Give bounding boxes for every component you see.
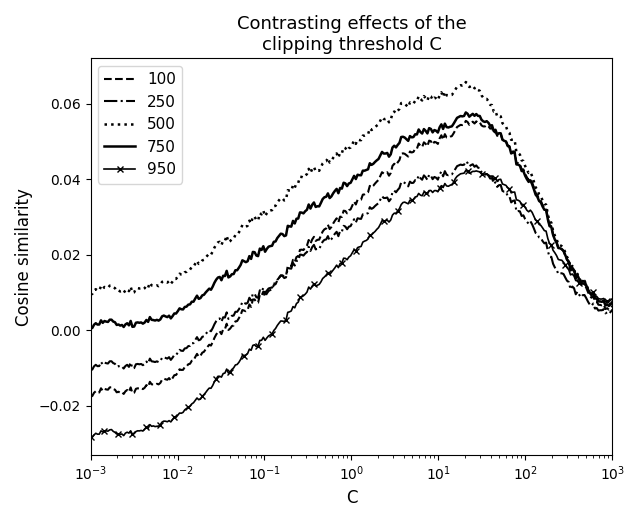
Line: 750: 750 <box>90 112 612 328</box>
250 <box>462 158 470 164</box>
100 <box>561 253 569 259</box>
Line: 950: 950 <box>88 168 615 440</box>
100 <box>86 393 94 399</box>
500 <box>462 79 470 85</box>
500 <box>605 303 612 309</box>
500 <box>406 99 414 105</box>
500 <box>561 250 569 256</box>
250 <box>397 179 405 185</box>
100 <box>462 118 470 124</box>
750 <box>462 109 470 115</box>
750 <box>86 325 94 331</box>
X-axis label: C: C <box>346 489 357 507</box>
250 <box>609 306 616 313</box>
100 <box>609 303 616 309</box>
Title: Contrasting effects of the
clipping threshold C: Contrasting effects of the clipping thre… <box>237 15 467 54</box>
250 <box>561 275 569 281</box>
950 <box>88 434 96 441</box>
500 <box>609 299 616 305</box>
Line: 500: 500 <box>90 82 612 306</box>
950 <box>406 197 414 203</box>
100 <box>528 180 536 186</box>
950 <box>528 209 536 216</box>
100 <box>406 148 414 155</box>
100 <box>396 157 403 163</box>
950 <box>396 205 403 211</box>
500 <box>86 291 94 298</box>
500 <box>396 105 403 112</box>
750 <box>528 181 536 187</box>
500 <box>88 291 96 297</box>
750 <box>397 134 405 140</box>
Line: 250: 250 <box>90 161 612 370</box>
250 <box>86 367 94 373</box>
500 <box>528 173 536 180</box>
500 <box>397 100 405 106</box>
250 <box>528 221 536 228</box>
950 <box>397 201 405 208</box>
950 <box>609 295 616 302</box>
250 <box>396 185 403 191</box>
750 <box>396 140 403 146</box>
Line: 100: 100 <box>90 121 612 396</box>
Y-axis label: Cosine similarity: Cosine similarity <box>15 188 33 326</box>
250 <box>88 366 96 373</box>
950 <box>462 168 470 174</box>
750 <box>561 252 569 258</box>
100 <box>88 393 96 399</box>
750 <box>609 299 616 305</box>
750 <box>88 325 96 331</box>
100 <box>397 151 405 157</box>
250 <box>406 179 414 185</box>
950 <box>561 262 569 268</box>
Legend: 100, 250, 500, 750, 950: 100, 250, 500, 750, 950 <box>98 66 182 184</box>
950 <box>86 434 94 441</box>
750 <box>406 133 414 139</box>
